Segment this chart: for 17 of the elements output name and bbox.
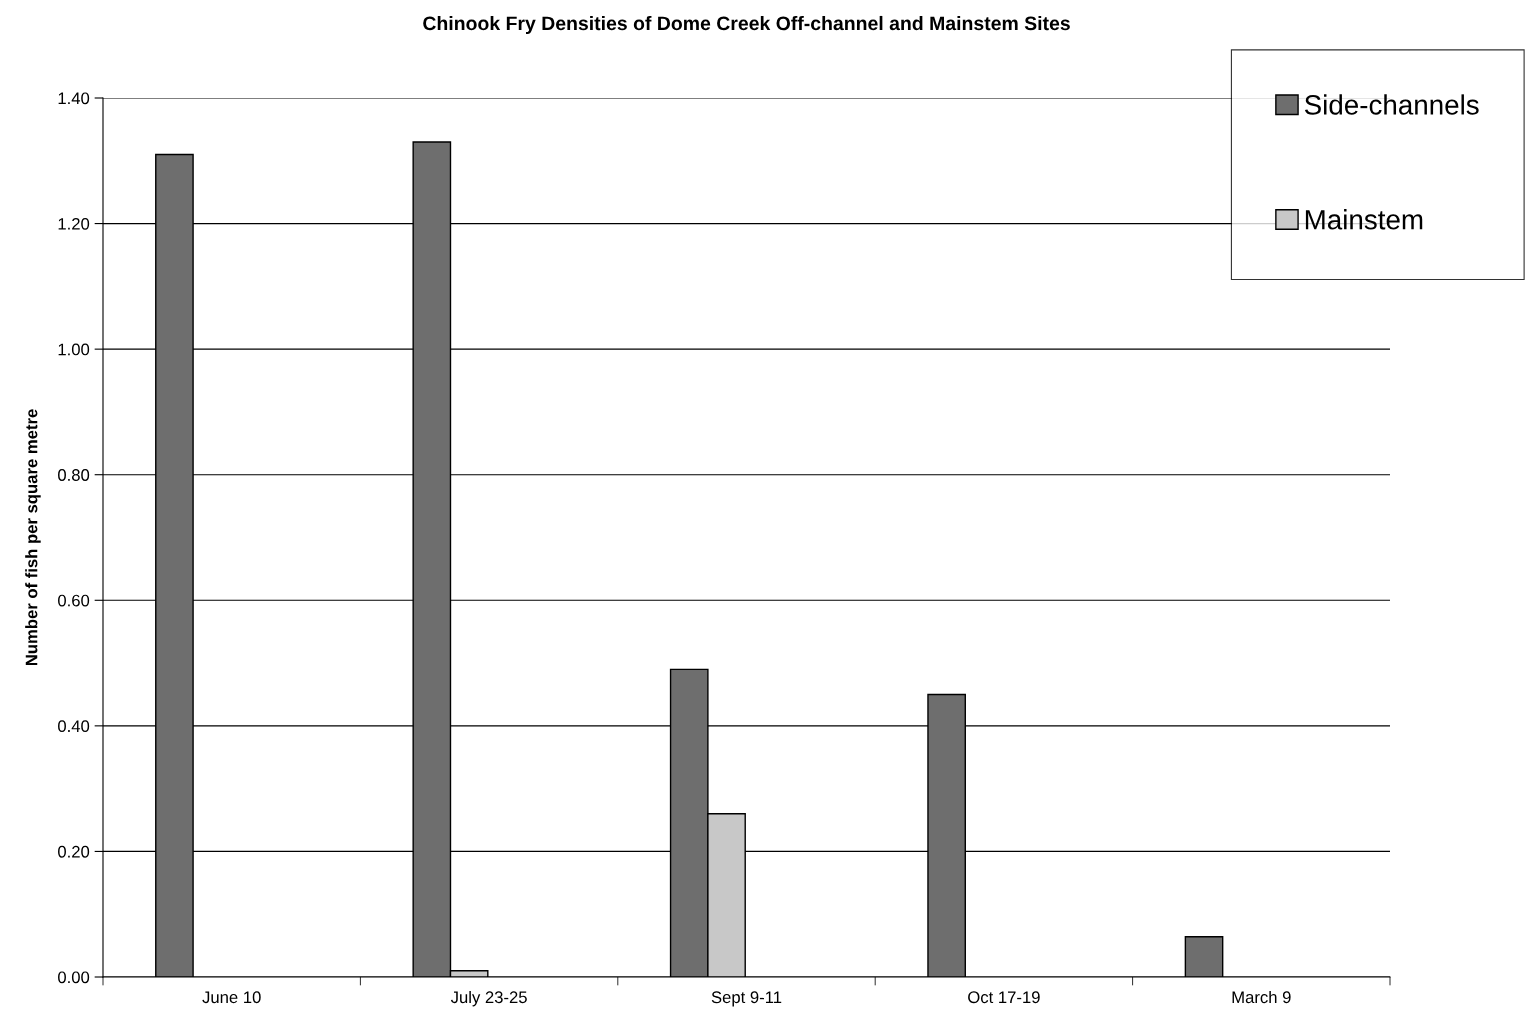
legend-label: Side-channels	[1304, 94, 1479, 115]
x-tick-label: Sept 9-11	[711, 991, 782, 1007]
y-axis-title: Number of fish per square metre	[25, 409, 41, 666]
y-tick-label: 0.60	[58, 594, 90, 607]
legend-label: Mainstem	[1305, 209, 1423, 230]
y-tick-label: 1.40	[58, 92, 90, 105]
x-tick-label: July 23-25	[450, 990, 527, 1007]
y-tick-label: 0.80	[58, 469, 90, 481]
y-tick-label: 0.20	[58, 845, 90, 858]
x-tick-label: March 9	[1232, 990, 1291, 1004]
y-tick-label: 0.00	[58, 971, 90, 984]
chart-title: Chinook Fry Densities of Dome Creek Off-channel and Mainstem Sites	[423, 15, 1070, 35]
y-tick-label: 1.00	[58, 343, 90, 356]
y-tick-label: 1.20	[58, 217, 90, 230]
x-tick-label: June 10	[202, 991, 261, 1004]
x-tick-label: Oct 17-19	[968, 991, 1040, 1004]
y-tick-label: 0.40	[58, 720, 90, 733]
